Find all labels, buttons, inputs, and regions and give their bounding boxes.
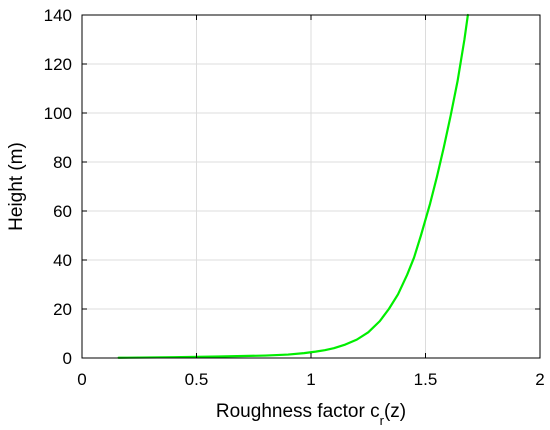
y-tick-label: 0 bbox=[63, 349, 72, 368]
y-tick-label: 140 bbox=[44, 6, 72, 25]
x-tick-label: 1 bbox=[306, 370, 315, 389]
y-tick-label: 60 bbox=[53, 202, 72, 221]
x-axis-label-tail: (z) bbox=[384, 401, 406, 422]
y-tick-label: 100 bbox=[44, 104, 72, 123]
y-tick-label: 80 bbox=[53, 153, 72, 172]
x-axis-label-main: Roughness factor c bbox=[216, 401, 380, 422]
y-tick-label: 40 bbox=[53, 251, 72, 270]
x-axis-label: Roughness factor cr(z) bbox=[216, 401, 406, 428]
series-line bbox=[117, 13, 469, 359]
series-layer bbox=[117, 13, 469, 359]
x-tick-label: 0 bbox=[77, 370, 86, 389]
x-tick-label: 1.5 bbox=[414, 370, 438, 389]
y-tick-label: 120 bbox=[44, 55, 72, 74]
x-axis-label-subscript: r bbox=[380, 413, 385, 428]
x-tick-label: 2 bbox=[535, 370, 544, 389]
x-tick-label: 0.5 bbox=[185, 370, 209, 389]
grid bbox=[81, 14, 541, 359]
y-axis-label: Height (m) bbox=[6, 142, 27, 231]
ticks bbox=[81, 14, 541, 359]
y-tick-label: 20 bbox=[53, 300, 72, 319]
